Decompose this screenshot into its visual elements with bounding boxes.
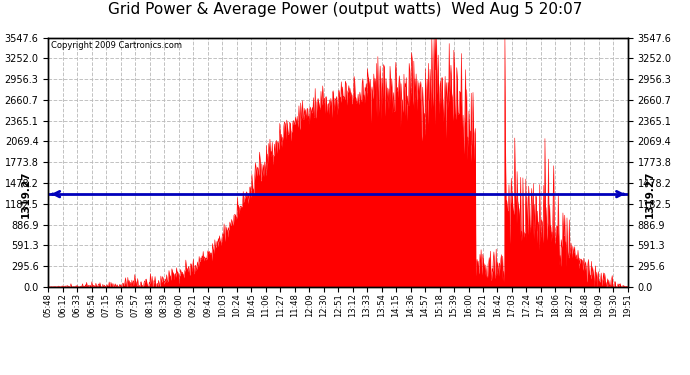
Text: 1319.27: 1319.27 (21, 170, 31, 218)
Text: 1319.27: 1319.27 (645, 170, 656, 218)
Text: Grid Power & Average Power (output watts)  Wed Aug 5 20:07: Grid Power & Average Power (output watts… (108, 2, 582, 17)
Text: Copyright 2009 Cartronics.com: Copyright 2009 Cartronics.com (51, 41, 182, 50)
